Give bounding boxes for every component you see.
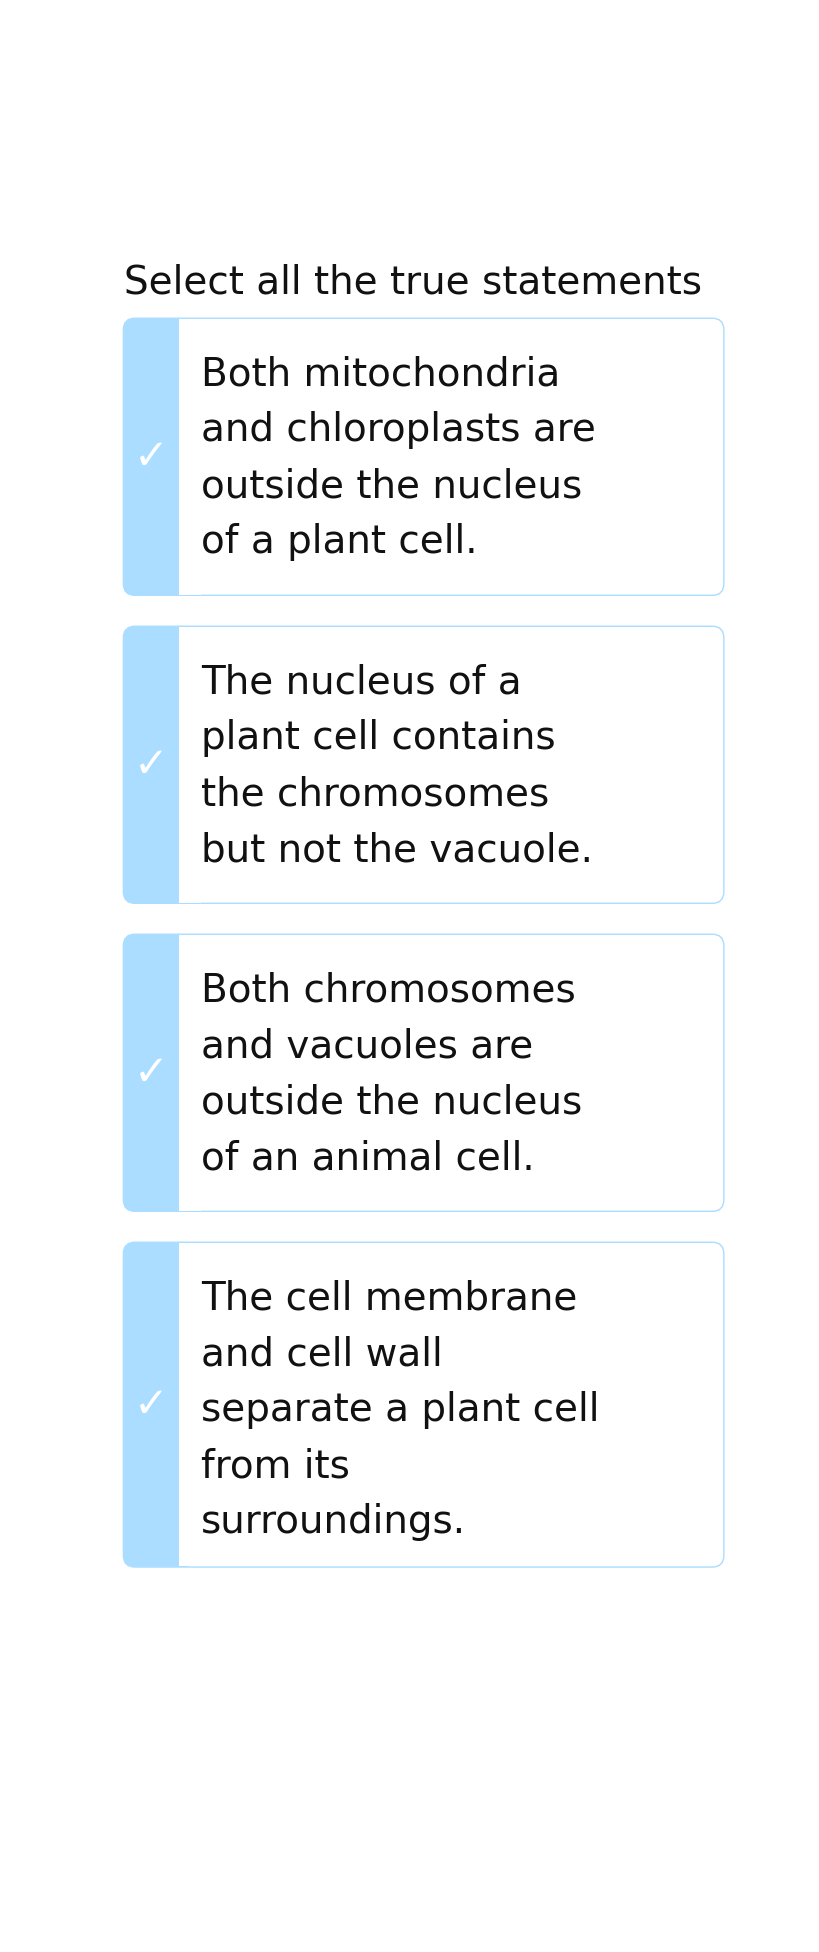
Text: ✓: ✓	[134, 1384, 169, 1425]
Bar	[179, 627, 201, 902]
Text: Select all the true statements: Select all the true statements	[124, 264, 702, 301]
FancyBboxPatch shape	[124, 318, 723, 595]
Bar	[179, 1243, 201, 1566]
Text: The cell membrane
and cell wall
separate a plant cell
from its
surroundings.: The cell membrane and cell wall separate…	[201, 1279, 600, 1542]
FancyBboxPatch shape	[124, 935, 723, 1210]
Text: The nucleus of a
plant cell contains
the chromosomes
but not the vacuole.: The nucleus of a plant cell contains the…	[201, 664, 593, 869]
Text: ✓: ✓	[134, 744, 169, 787]
FancyBboxPatch shape	[179, 935, 723, 1210]
FancyBboxPatch shape	[124, 627, 723, 902]
Text: ✓: ✓	[134, 1052, 169, 1093]
Text: Both chromosomes
and vacuoles are
outside the nucleus
of an animal cell.: Both chromosomes and vacuoles are outsid…	[201, 972, 582, 1177]
FancyBboxPatch shape	[179, 627, 723, 902]
Text: Both mitochondria
and chloroplasts are
outside the nucleus
of a plant cell.: Both mitochondria and chloroplasts are o…	[201, 355, 595, 560]
Bar	[179, 318, 201, 595]
FancyBboxPatch shape	[179, 318, 723, 595]
Text: ✓: ✓	[134, 435, 169, 478]
FancyBboxPatch shape	[124, 1243, 723, 1566]
FancyBboxPatch shape	[179, 1243, 723, 1566]
Bar	[179, 935, 201, 1210]
